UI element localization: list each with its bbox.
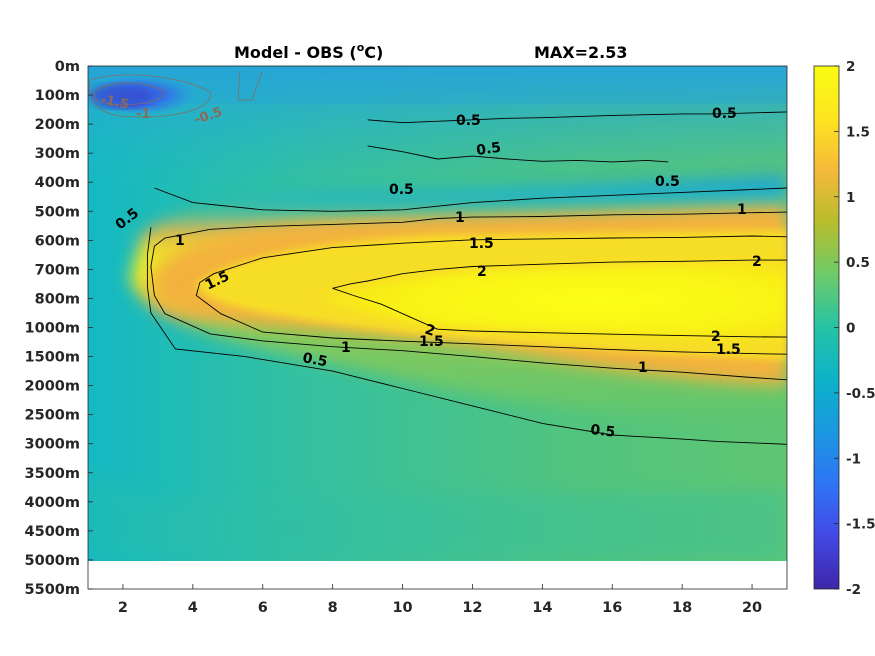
colorbar-tick-label: 1.5 bbox=[846, 124, 870, 140]
y-tick-label: 5500m bbox=[25, 582, 80, 598]
x-tick-label: 6 bbox=[258, 600, 268, 616]
x-tick-label: 14 bbox=[532, 600, 552, 616]
colorbar-tick-label: 0 bbox=[846, 321, 855, 337]
colorbar-tick-label: 0.5 bbox=[846, 255, 870, 271]
colorbar-tick-label: -1 bbox=[846, 451, 861, 467]
colorbar-tick-label: -0.5 bbox=[846, 386, 875, 402]
colorbar-axis: 2 1.5 1 0.5 0 -0.5 -1 -1.5 -2 bbox=[834, 59, 875, 598]
contour-label: 0.5 bbox=[590, 422, 616, 441]
contour-label: 0.5 bbox=[475, 140, 502, 159]
x-tick-label: 12 bbox=[462, 600, 482, 616]
x-tick-label: 20 bbox=[742, 600, 762, 616]
x-axis: 2 4 6 8 10 12 14 16 18 20 bbox=[118, 584, 762, 616]
no-data-band bbox=[88, 561, 787, 589]
contour-label: 1 bbox=[455, 210, 465, 226]
contour-line-1-5 bbox=[195, 282, 787, 355]
x-tick-label: 4 bbox=[188, 600, 198, 616]
y-tick-label: 4500m bbox=[25, 524, 80, 540]
contour-label: 1 bbox=[638, 360, 648, 376]
colorbar-tick-label: -1.5 bbox=[846, 517, 875, 533]
y-tick-label: 1000m bbox=[25, 321, 80, 337]
x-tick-label: 10 bbox=[392, 600, 412, 616]
y-tick-label: 800m bbox=[35, 291, 80, 307]
colorbar-tick-label: -2 bbox=[846, 582, 861, 598]
x-tick-label: 2 bbox=[118, 600, 128, 616]
y-tick-label: 100m bbox=[35, 88, 80, 104]
cold-contours bbox=[89, 69, 263, 118]
x-tick-label: 18 bbox=[672, 600, 692, 616]
contour-label: 2 bbox=[423, 322, 437, 340]
max-label: MAX=2.53 bbox=[534, 43, 628, 62]
contour-label: 1.5 bbox=[419, 334, 444, 350]
y-tick-label: 2500m bbox=[25, 408, 80, 424]
contour-label: 1.5 bbox=[469, 236, 494, 252]
y-tick-label: 500m bbox=[35, 204, 80, 220]
contour-line-0-5 bbox=[367, 145, 669, 163]
y-tick-label: 3500m bbox=[25, 466, 80, 482]
contour-label: 0.5 bbox=[389, 182, 414, 198]
y-axis: 0m 100m 200m 300m 400m 500m 600m 700m 800m 1000m 1… bbox=[25, 59, 93, 598]
x-tick-label: 16 bbox=[602, 600, 622, 616]
contour-label: 0.5 bbox=[655, 174, 680, 190]
colorbar-tick-label: 1 bbox=[846, 190, 855, 206]
contour-line-0-5 bbox=[154, 187, 787, 212]
contour-line-1-5 bbox=[199, 235, 787, 283]
y-tick-label: 2000m bbox=[25, 379, 80, 395]
contour-line-0-5 bbox=[367, 111, 787, 124]
y-tick-label: 200m bbox=[35, 117, 80, 133]
contour-lines bbox=[146, 111, 787, 445]
contour-label: 0.5 bbox=[456, 113, 481, 129]
y-tick-label: 4000m bbox=[25, 495, 80, 511]
contour-label: -1.5 bbox=[99, 92, 130, 113]
contour-line-2 bbox=[332, 287, 787, 338]
contour-label: 2 bbox=[711, 329, 721, 345]
contour-line-0-5 bbox=[146, 227, 787, 445]
contour-label: 1 bbox=[341, 340, 351, 356]
contour-label: 2 bbox=[477, 264, 487, 280]
colorbar-tick-label: 2 bbox=[846, 59, 855, 75]
y-tick-label: 700m bbox=[35, 262, 80, 278]
y-tick-label: 0m bbox=[55, 59, 80, 75]
heatmap-field bbox=[88, 66, 787, 561]
x-tick-label: 8 bbox=[328, 600, 338, 616]
contour-line-1 bbox=[150, 246, 787, 381]
y-tick-label: 300m bbox=[35, 146, 80, 162]
contour-label: -1 bbox=[136, 107, 150, 122]
contour-label: 0.5 bbox=[712, 106, 737, 122]
y-tick-label: 5000m bbox=[25, 553, 80, 569]
y-tick-label: 600m bbox=[35, 233, 80, 249]
y-tick-label: 400m bbox=[35, 175, 80, 191]
contour-label: 1.5 bbox=[716, 342, 741, 358]
contour-line-2 bbox=[332, 259, 787, 289]
contour-label: 2 bbox=[752, 254, 762, 270]
contour-label: 0.5 bbox=[301, 350, 328, 370]
contour-label: 1 bbox=[737, 202, 747, 218]
contour-label: 1 bbox=[175, 233, 185, 249]
y-tick-label: 1500m bbox=[25, 350, 80, 366]
contour-line-1 bbox=[154, 211, 787, 247]
y-tick-label: 3000m bbox=[25, 437, 80, 453]
chart-title: Model - OBS (oC) bbox=[234, 41, 383, 62]
